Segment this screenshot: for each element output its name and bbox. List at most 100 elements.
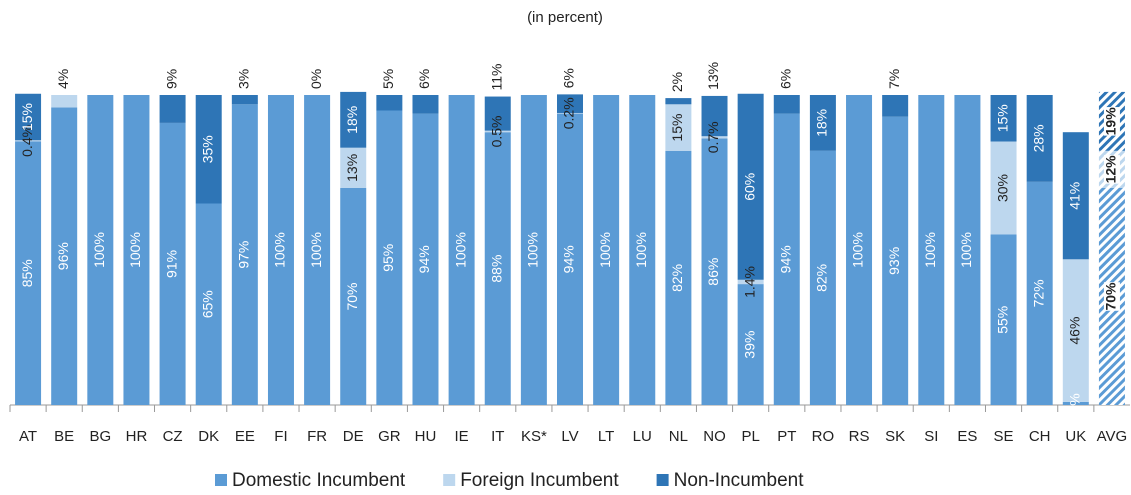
bar-segment (882, 116, 909, 405)
data-label: 0% (308, 69, 324, 89)
data-label: 100% (633, 232, 649, 268)
data-label: 55% (994, 306, 1010, 334)
x-tick-label: SK (885, 428, 905, 445)
data-label: 6% (777, 69, 793, 89)
x-tick-label: LU (633, 428, 652, 445)
data-label: 3% (236, 69, 252, 89)
data-label: 41% (1067, 182, 1083, 210)
data-label: 82% (669, 264, 685, 292)
bar-segment (448, 95, 475, 405)
x-tick-label: LV (561, 428, 578, 445)
bar-segment (918, 95, 945, 405)
x-tick-label: DK (198, 428, 219, 445)
label-bg (1103, 282, 1120, 311)
data-label: 28% (1030, 124, 1046, 152)
bar-segment (1062, 259, 1089, 402)
data-label: 94% (561, 245, 577, 273)
data-label: 18% (814, 109, 830, 137)
x-tick-label: FI (274, 428, 287, 445)
legend-swatch (443, 474, 456, 486)
x-tick-label: PT (777, 428, 796, 445)
bar-segment (304, 95, 331, 405)
x-tick-label: BE (54, 428, 74, 445)
bar-segment (376, 95, 403, 111)
bar-segment (990, 95, 1017, 142)
data-label: 18% (344, 106, 360, 134)
data-label: 4% (55, 69, 71, 89)
data-label: 7% (886, 69, 902, 89)
data-label: 0.2% (561, 97, 577, 129)
bar-segment (701, 138, 728, 405)
data-label: 15% (19, 103, 35, 131)
x-tick-label: CZ (163, 428, 183, 445)
data-label: 60% (741, 173, 757, 201)
bar-segment (1062, 401, 1089, 405)
bar-segment (773, 113, 800, 405)
bar-segment (593, 95, 620, 405)
x-tick-label: HU (415, 428, 437, 445)
data-label: 100% (308, 232, 324, 268)
data-label: 1% (1067, 393, 1083, 413)
bar-segment (809, 150, 836, 405)
data-label: 88% (488, 255, 504, 283)
bar-segment (340, 188, 367, 405)
data-label: 35% (199, 135, 215, 163)
x-tick-label: CH (1029, 428, 1051, 445)
bar-segment (737, 93, 764, 280)
bar-segment (846, 95, 873, 405)
bar-segment (1026, 181, 1053, 405)
data-label: 100% (525, 232, 541, 268)
bar-segment (557, 94, 583, 113)
bar-segment (159, 95, 186, 123)
x-tick-label: ES (957, 428, 977, 445)
x-tick-label: SE (994, 428, 1014, 445)
data-label: 70% (344, 282, 360, 310)
data-label: 100% (597, 232, 613, 268)
x-tick-label: AT (19, 428, 37, 445)
bar-segment (123, 95, 150, 405)
data-label: 100% (272, 232, 288, 268)
data-label: 6% (561, 68, 577, 88)
bar-segment (159, 122, 186, 406)
data-label: 15% (669, 114, 685, 142)
x-tick-label: KS* (521, 428, 547, 445)
bar-segment (51, 95, 78, 108)
bar-segment (267, 95, 294, 405)
data-label: 19% (1103, 107, 1119, 136)
x-tick-label: GR (378, 428, 401, 445)
bar-segment (557, 113, 583, 405)
data-label: 12% (1103, 155, 1119, 184)
bar-segment (701, 136, 728, 139)
data-label: 65% (199, 290, 215, 318)
data-label: 100% (850, 232, 866, 268)
bar-segment (809, 95, 836, 151)
bar-segment (1062, 132, 1089, 260)
x-tick-label: FR (307, 428, 327, 445)
bar-segment (231, 95, 258, 105)
data-label: 13% (344, 154, 360, 182)
data-label: 0.7% (705, 121, 721, 153)
x-tick-label: IE (455, 428, 469, 445)
data-label: 94% (416, 245, 432, 273)
bar-segment (412, 113, 439, 405)
bar-segment (737, 284, 764, 405)
bar-segment (557, 112, 583, 114)
bar-segment (665, 104, 692, 151)
bar-segment (701, 95, 728, 137)
data-label: 30% (994, 174, 1010, 202)
data-label: 70% (1103, 282, 1119, 311)
bar-segment (665, 150, 692, 405)
data-label: 2% (669, 72, 685, 92)
data-label: 46% (1067, 317, 1083, 345)
legend-swatch (215, 474, 227, 486)
bar-segment (231, 104, 258, 406)
legend-label: Foreign Incumbent (460, 470, 619, 491)
x-tick-label: HR (126, 428, 148, 445)
x-tick-label: RO (812, 428, 835, 445)
data-label: 5% (380, 69, 396, 89)
legend-swatch (656, 474, 669, 486)
bar-segment (15, 93, 42, 141)
x-tick-label: EE (235, 428, 255, 445)
bar-segment (484, 132, 511, 405)
